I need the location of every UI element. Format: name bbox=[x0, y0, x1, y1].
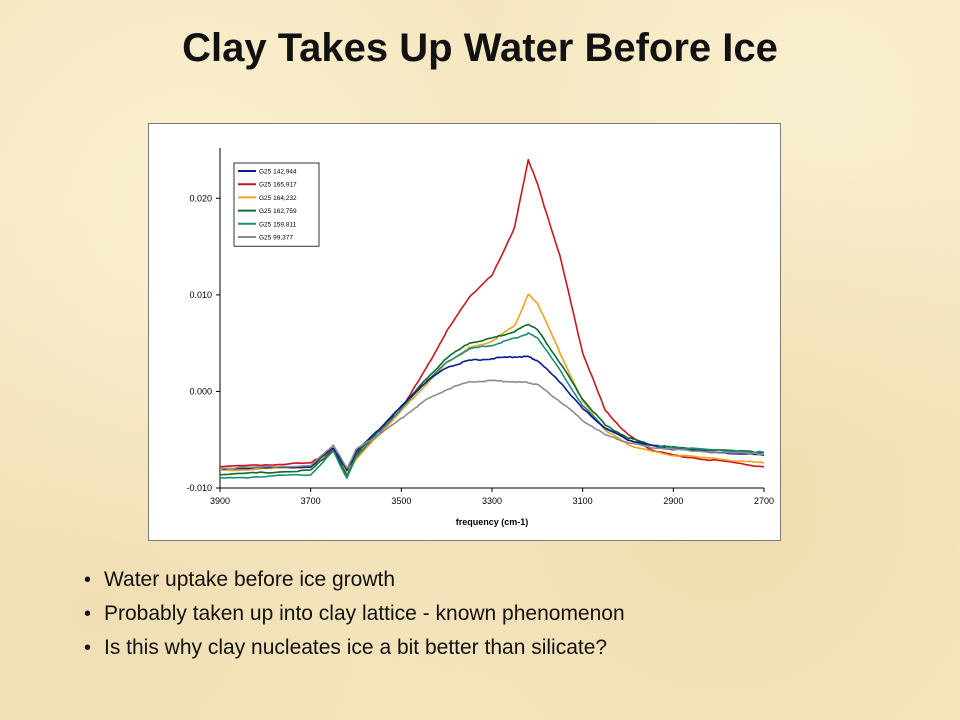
spectrum-chart: 0.020 0.010 0.000 -0.010 3900 3700 3500 3300 310… bbox=[186, 148, 774, 527]
bullet-list: • Water uptake before ice growth • Proba… bbox=[84, 566, 904, 668]
series-line-5 bbox=[219, 379, 765, 470]
bullet-text: Is this why clay nucleates ice a bit bet… bbox=[104, 636, 608, 659]
y-tick-label: 0.020 bbox=[189, 193, 212, 203]
x-tick-label: 3700 bbox=[301, 496, 321, 506]
legend-label: G25 165,917 bbox=[259, 182, 297, 189]
chart-frame: 0.020 0.010 0.000 -0.010 3900 3700 3500 3300 310… bbox=[148, 123, 781, 541]
legend-label: G25 162,759 bbox=[259, 208, 297, 215]
x-tick-label: 3300 bbox=[482, 496, 502, 506]
x-tick-label: 3900 bbox=[210, 496, 230, 506]
y-tick-label: 0.010 bbox=[189, 290, 212, 300]
bullet-item: • Water uptake before ice growth bbox=[84, 566, 904, 600]
bullet-dot: • bbox=[84, 603, 92, 625]
legend-label: G25 159,811 bbox=[259, 221, 296, 228]
bullet-text: Water uptake before ice growth bbox=[104, 568, 396, 591]
y-tick-label: 0.000 bbox=[189, 386, 212, 396]
legend-box bbox=[233, 162, 320, 247]
series-line-3 bbox=[219, 323, 765, 478]
legend-label: G25 164,232 bbox=[259, 195, 297, 202]
legend-label: G25 99,377 bbox=[259, 235, 293, 242]
bullet-text: Probably taken up into clay lattice - kn… bbox=[104, 602, 625, 625]
x-tick-label: 3100 bbox=[573, 496, 593, 506]
bullet-dot: • bbox=[84, 569, 92, 591]
x-tick-label: 3500 bbox=[391, 496, 411, 506]
x-tick-label: 2900 bbox=[663, 496, 683, 506]
series-line-0 bbox=[219, 355, 765, 472]
slide-title: Clay Takes Up Water Before Ice bbox=[182, 26, 778, 70]
series-line-2 bbox=[219, 293, 765, 474]
y-tick-label: -0.010 bbox=[186, 483, 212, 493]
x-tick-label: 2700 bbox=[754, 496, 774, 506]
bullet-item: • Is this why clay nucleates ice a bit b… bbox=[84, 634, 904, 668]
bullet-dot: • bbox=[84, 637, 92, 659]
bullet-item: • Probably taken up into clay lattice - … bbox=[84, 600, 904, 634]
legend-label: G25 142,944 bbox=[259, 169, 297, 176]
x-axis-label: frequency (cm-1) bbox=[456, 517, 529, 527]
